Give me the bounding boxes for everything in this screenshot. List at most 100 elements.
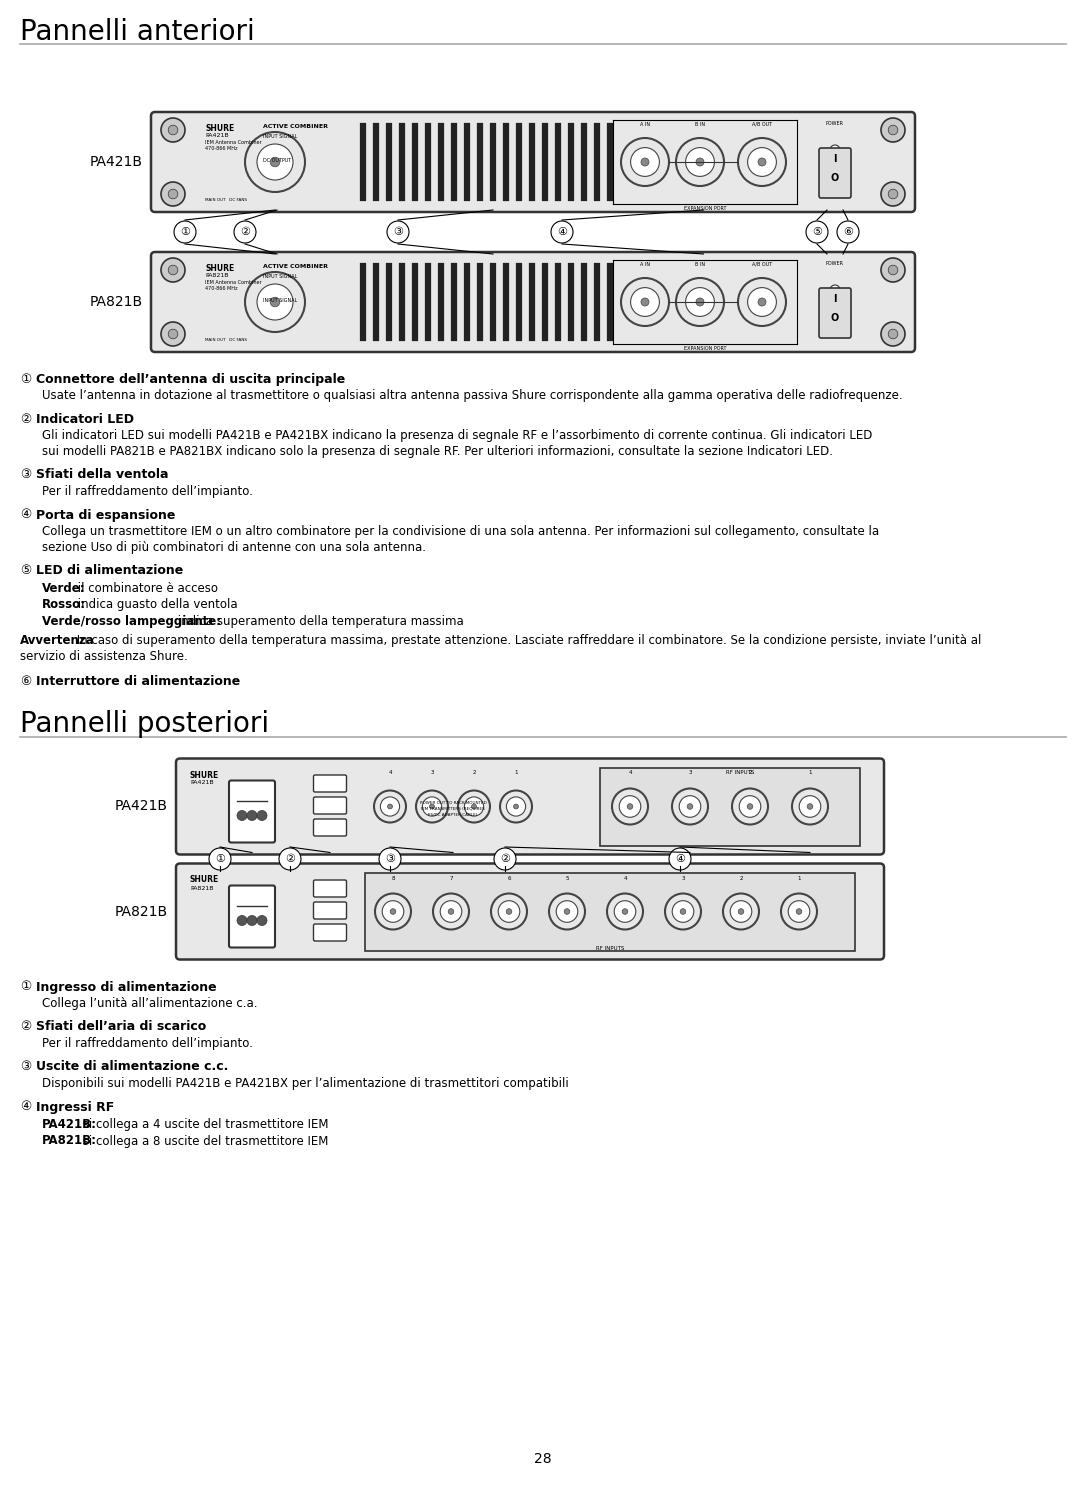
Text: PA821B: PA821B: [90, 296, 143, 309]
Text: 7: 7: [450, 875, 453, 881]
Circle shape: [387, 221, 409, 244]
Circle shape: [881, 117, 905, 143]
Circle shape: [382, 901, 404, 923]
Circle shape: [269, 281, 273, 284]
Circle shape: [281, 140, 285, 144]
Circle shape: [622, 909, 628, 914]
Text: PA421B:: PA421B:: [42, 1117, 97, 1131]
Text: A/B OUT: A/B OUT: [752, 122, 772, 126]
Circle shape: [263, 140, 267, 144]
Text: ③: ③: [386, 854, 395, 863]
Circle shape: [275, 146, 279, 150]
Text: Disponibili sui modelli PA421B e PA421BX per l’alimentazione di trasmettitori co: Disponibili sui modelli PA421B e PA421BX…: [42, 1077, 569, 1091]
Circle shape: [687, 804, 693, 810]
Text: PA421B: PA421B: [115, 799, 168, 813]
Text: servizio di assistenza Shure.: servizio di assistenza Shure.: [20, 649, 188, 663]
FancyBboxPatch shape: [314, 902, 346, 918]
Text: Per il raffreddamento dell’impianto.: Per il raffreddamento dell’impianto.: [42, 1037, 253, 1051]
Text: SHURE: SHURE: [205, 265, 235, 273]
Circle shape: [514, 804, 518, 808]
Circle shape: [245, 132, 305, 192]
Circle shape: [619, 795, 641, 817]
Circle shape: [161, 259, 185, 282]
Text: Collega un trasmettitore IEM o un altro combinatore per la condivisione di una s: Collega un trasmettitore IEM o un altro …: [42, 525, 880, 538]
Circle shape: [723, 893, 759, 930]
Circle shape: [275, 281, 279, 284]
Circle shape: [781, 893, 817, 930]
Circle shape: [416, 791, 449, 822]
Circle shape: [257, 810, 267, 820]
Text: RF INPUTS: RF INPUTS: [596, 945, 624, 951]
Circle shape: [281, 166, 285, 169]
FancyBboxPatch shape: [314, 924, 346, 941]
Text: indica guasto della ventola: indica guasto della ventola: [74, 597, 238, 611]
Text: Pannelli anteriori: Pannelli anteriori: [20, 18, 255, 46]
Text: PS/DC ADAPTER CABLE): PS/DC ADAPTER CABLE): [428, 813, 478, 816]
Text: PA421B: PA421B: [205, 134, 229, 138]
Circle shape: [806, 221, 828, 244]
Text: ③: ③: [20, 1061, 31, 1073]
Circle shape: [796, 909, 801, 914]
Text: EXPANSION PORT: EXPANSION PORT: [684, 207, 727, 211]
Circle shape: [237, 915, 247, 926]
Text: Uscite di alimentazione c.c.: Uscite di alimentazione c.c.: [36, 1061, 228, 1073]
Circle shape: [245, 272, 305, 331]
Circle shape: [565, 909, 570, 914]
Text: 470-866 MHz: 470-866 MHz: [205, 146, 238, 152]
Circle shape: [374, 791, 406, 822]
Text: INPUT SIGNAL: INPUT SIGNAL: [263, 299, 298, 303]
Text: Connettore dell’antenna di uscita principale: Connettore dell’antenna di uscita princi…: [36, 373, 345, 386]
Text: 1: 1: [808, 771, 811, 776]
Text: ⑤: ⑤: [20, 565, 31, 577]
Circle shape: [888, 265, 898, 275]
Circle shape: [799, 795, 821, 817]
Circle shape: [471, 804, 477, 808]
FancyBboxPatch shape: [819, 288, 851, 337]
Circle shape: [379, 849, 401, 869]
Text: A IN: A IN: [640, 262, 651, 267]
Text: Verde:: Verde:: [42, 581, 86, 594]
Text: 6: 6: [507, 875, 510, 881]
Circle shape: [237, 810, 247, 820]
Text: A IN: A IN: [640, 122, 651, 126]
Text: O: O: [831, 172, 839, 183]
Circle shape: [881, 181, 905, 207]
Circle shape: [621, 278, 669, 325]
FancyBboxPatch shape: [314, 776, 346, 792]
Text: A/B OUT: A/B OUT: [752, 262, 772, 267]
Circle shape: [161, 322, 185, 346]
Text: ③: ③: [20, 468, 31, 481]
Text: sui modelli PA821B e PA821BX indicano solo la presenza di segnale RF. Per ulteri: sui modelli PA821B e PA821BX indicano so…: [42, 444, 833, 458]
Text: Usate l’antenna in dotazione al trasmettitore o qualsiasi altra antenna passiva : Usate l’antenna in dotazione al trasmett…: [42, 389, 902, 403]
Circle shape: [788, 901, 810, 923]
Circle shape: [506, 796, 526, 816]
Text: Per il raffreddamento dell’impianto.: Per il raffreddamento dell’impianto.: [42, 484, 253, 498]
Text: ②: ②: [240, 227, 250, 236]
Circle shape: [275, 166, 279, 169]
Text: Avvertenza: Avvertenza: [20, 635, 94, 646]
Text: DC OUTPUT: DC OUTPUT: [263, 158, 291, 163]
Text: 3: 3: [689, 771, 692, 776]
Circle shape: [631, 288, 659, 317]
Circle shape: [161, 117, 185, 143]
Circle shape: [672, 901, 694, 923]
Circle shape: [269, 306, 273, 309]
Text: ②: ②: [20, 413, 31, 426]
Text: ④: ④: [20, 1101, 31, 1113]
Text: Collega l’unità all’alimentazione c.a.: Collega l’unità all’alimentazione c.a.: [42, 997, 257, 1010]
Text: B IN: B IN: [695, 262, 705, 267]
Text: 2: 2: [740, 875, 743, 881]
Circle shape: [388, 804, 392, 808]
Text: Verde/rosso lampeggiante:: Verde/rosso lampeggiante:: [42, 615, 222, 627]
Circle shape: [269, 140, 273, 144]
Text: 470-866 MHz: 470-866 MHz: [205, 285, 238, 291]
Circle shape: [275, 287, 279, 290]
Text: MAIN OUT   DC FANS: MAIN OUT DC FANS: [205, 198, 247, 202]
Circle shape: [257, 144, 293, 180]
Text: 5: 5: [565, 875, 569, 881]
Text: sezione Uso di più combinatori di antenne con una sola antenna.: sezione Uso di più combinatori di antenn…: [42, 541, 426, 553]
Circle shape: [174, 221, 195, 244]
Circle shape: [696, 158, 704, 166]
Circle shape: [628, 804, 633, 810]
Text: 28: 28: [534, 1452, 552, 1467]
